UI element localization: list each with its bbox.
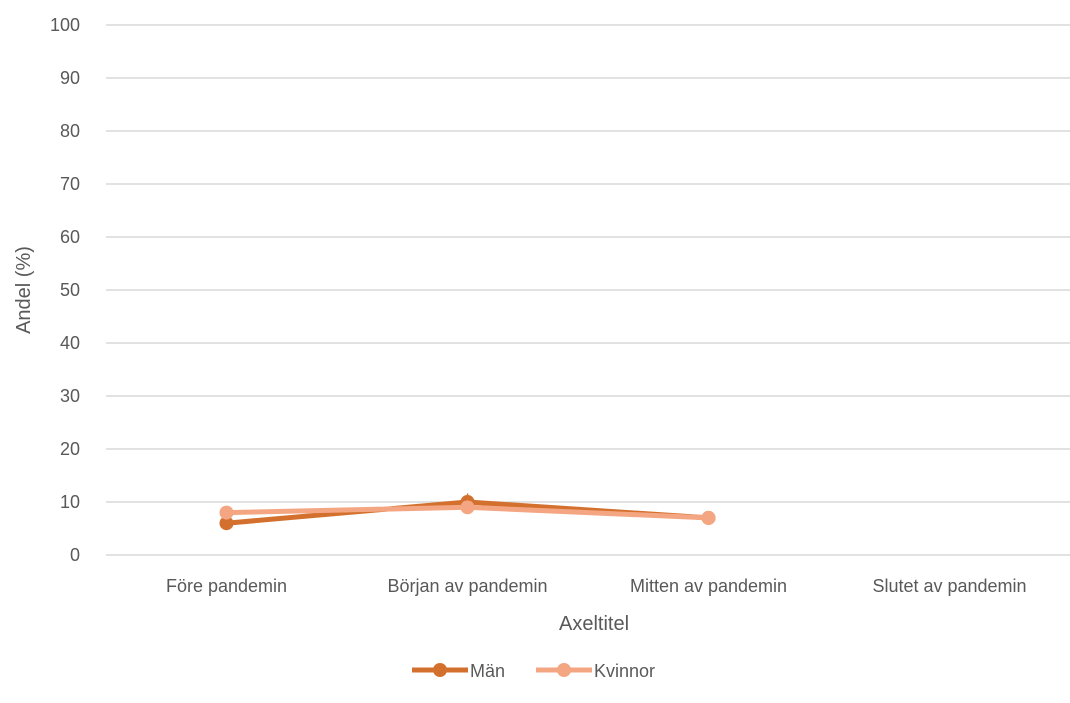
y-tick-label: 30 bbox=[60, 386, 80, 406]
y-axis-label: Andel (%) bbox=[13, 246, 35, 334]
y-tick-label: 20 bbox=[60, 439, 80, 459]
annotations: * bbox=[463, 489, 472, 514]
legend-swatch-marker bbox=[433, 663, 447, 677]
gridlines bbox=[106, 24, 1070, 556]
y-tick-label: 0 bbox=[70, 545, 80, 565]
y-tick-label: 50 bbox=[60, 280, 80, 300]
x-tick-label: Mitten av pandemin bbox=[630, 576, 787, 596]
data-point-1 bbox=[701, 510, 716, 525]
y-tick-label: 60 bbox=[60, 227, 80, 247]
legend-label: Män bbox=[470, 661, 505, 681]
y-tick-label: 90 bbox=[60, 68, 80, 88]
legend-label: Kvinnor bbox=[594, 661, 655, 681]
y-tick-label: 70 bbox=[60, 174, 80, 194]
data-point-0 bbox=[219, 516, 234, 531]
x-axis-ticks: Före pandemin Början av pandemin Mitten av… bbox=[166, 576, 1027, 596]
x-tick-label: Före pandemin bbox=[166, 576, 287, 596]
data-point-1 bbox=[219, 505, 234, 520]
data-point-1 bbox=[460, 500, 475, 515]
x-tick-label: Början av pandemin bbox=[387, 576, 547, 596]
legend-swatch-marker bbox=[557, 663, 571, 677]
y-tick-label: 10 bbox=[60, 492, 80, 512]
significance-marker: * bbox=[463, 489, 472, 514]
y-tick-label: 100 bbox=[50, 15, 80, 35]
x-tick-label: Slutet av pandemin bbox=[872, 576, 1026, 596]
x-axis-label: Axeltitel bbox=[559, 613, 629, 635]
series-lines bbox=[219, 495, 716, 531]
y-tick-label: 80 bbox=[60, 121, 80, 141]
legend: Män Kvinnor bbox=[412, 661, 655, 681]
y-axis-ticks: 0 10 20 30 40 50 60 70 80 90 100 bbox=[50, 15, 80, 565]
y-tick-label: 40 bbox=[60, 333, 80, 353]
